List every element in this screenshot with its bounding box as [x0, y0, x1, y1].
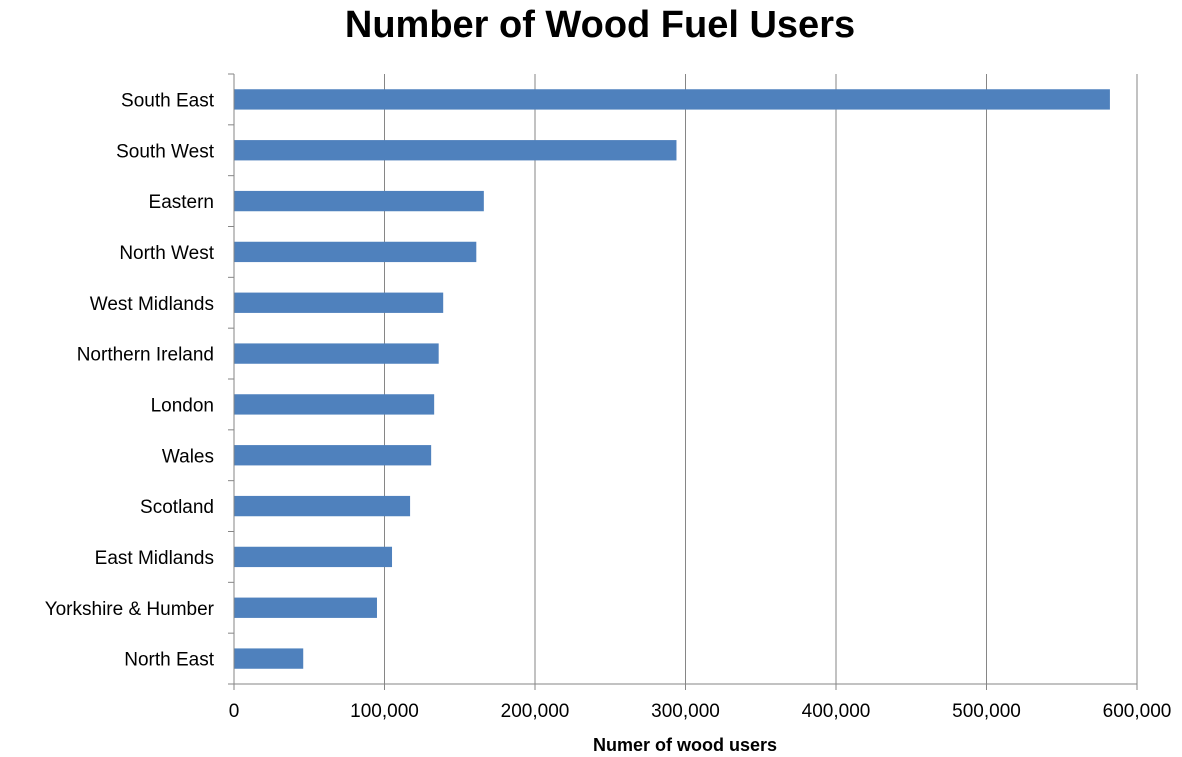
bar [234, 89, 1110, 110]
category-label: South West [116, 141, 215, 162]
bar [234, 140, 677, 161]
bar [234, 445, 432, 466]
bar [234, 190, 484, 212]
category-label: Yorkshire & Humber [45, 599, 215, 620]
category-label: East Midlands [95, 548, 214, 569]
x-tick-label: 300,000 [651, 701, 720, 722]
category-label: Scotland [140, 497, 214, 518]
bar [234, 343, 439, 364]
bar [234, 394, 435, 415]
x-tick-label: 400,000 [802, 701, 871, 722]
bar [234, 241, 477, 263]
x-tick-label: 500,000 [952, 701, 1021, 722]
x-axis-title: Numer of wood users [593, 735, 777, 755]
x-tick-label: 100,000 [350, 701, 419, 722]
bar [234, 648, 304, 669]
gridlines [384, 74, 1138, 684]
category-label: Wales [162, 446, 214, 467]
chart-title: Number of Wood Fuel Users [345, 4, 855, 46]
bar [234, 292, 444, 313]
bar [234, 495, 411, 517]
category-label: London [151, 395, 214, 416]
category-labels: South East South West Eastern North West Wes… [45, 90, 215, 670]
category-label: North West [119, 243, 214, 264]
category-label: South East [121, 90, 215, 111]
bars [234, 89, 1110, 669]
category-label: West Midlands [90, 294, 214, 315]
bar [234, 597, 377, 618]
x-tick-label: 200,000 [501, 701, 570, 722]
category-label: Eastern [149, 192, 214, 213]
axes [228, 73, 1138, 690]
category-label: Northern Ireland [77, 345, 214, 366]
x-tick-label: 600,000 [1103, 701, 1172, 722]
bar [234, 546, 393, 568]
category-label: North East [124, 650, 214, 671]
x-tick-label: 0 [229, 701, 240, 722]
x-tick-labels: 0 100,000 200,000 300,000 400,000 500,000 600,… [229, 701, 1172, 722]
